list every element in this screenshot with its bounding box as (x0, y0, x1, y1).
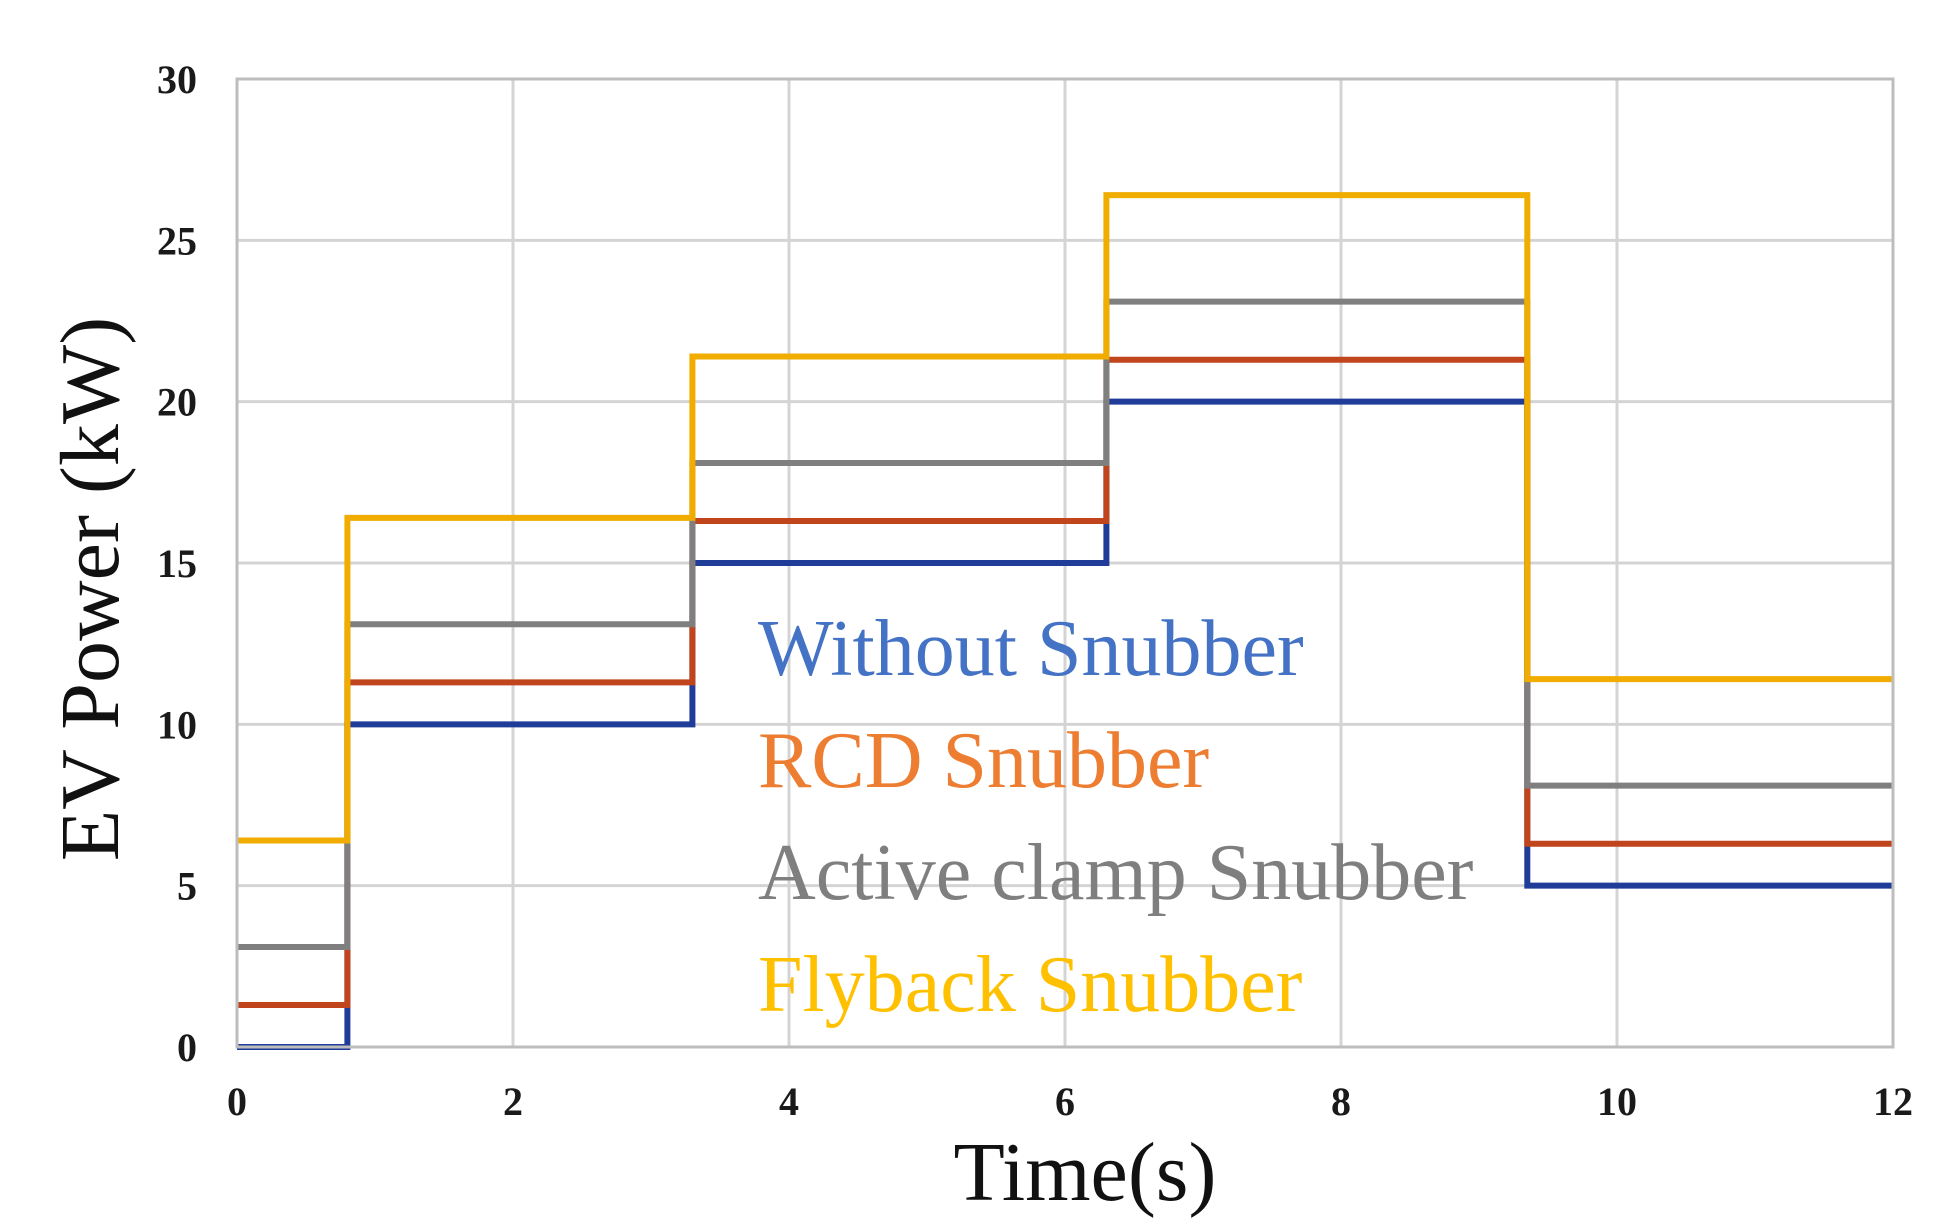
y-axis-title: EV Power (kW) (44, 317, 137, 861)
x-tick-label-2: 2 (503, 1079, 523, 1124)
x-tick-label-10: 10 (1597, 1079, 1637, 1124)
y-tick-label-30: 30 (157, 57, 197, 102)
legend-entry-1: RCD Snubber (758, 717, 1209, 805)
y-tick-label-0: 0 (177, 1025, 197, 1070)
legend: Without Snubber RCD Snubber Active clamp S… (758, 605, 1473, 1029)
y-tick-label-10: 10 (157, 702, 197, 747)
legend-entry-0: Without Snubber (758, 605, 1304, 693)
y-tick-label-5: 5 (177, 864, 197, 909)
x-tick-labels: 0 2 4 6 8 10 12 (227, 1079, 1913, 1124)
y-tick-label-25: 25 (157, 218, 197, 263)
y-tick-label-20: 20 (157, 380, 197, 425)
x-axis-title: Time(s) (954, 1126, 1217, 1219)
legend-entry-3: Flyback Snubber (758, 941, 1302, 1029)
y-tick-labels: 0 5 10 15 20 25 30 (157, 57, 197, 1070)
plot-frame (235, 77, 1895, 1049)
x-tick-label-0: 0 (227, 1079, 247, 1124)
x-tick-label-6: 6 (1055, 1079, 1075, 1124)
x-tick-label-12: 12 (1873, 1079, 1913, 1124)
x-tick-label-4: 4 (779, 1079, 799, 1124)
series-layer (237, 192, 1893, 1050)
series-line-3 (237, 192, 1893, 844)
x-tick-label-8: 8 (1331, 1079, 1351, 1124)
legend-entry-2: Active clamp Snubber (758, 829, 1473, 917)
y-tick-label-15: 15 (157, 541, 197, 586)
